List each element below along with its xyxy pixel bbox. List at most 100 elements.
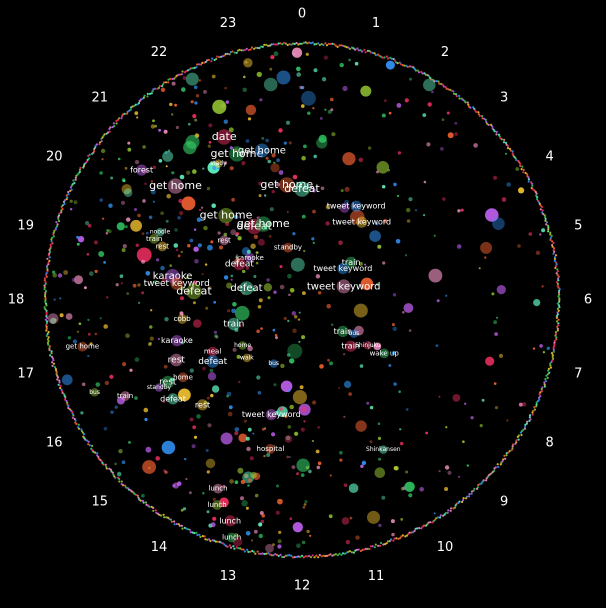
tweet-dot <box>433 512 436 515</box>
tweet-dot <box>121 460 126 465</box>
keyword-dot <box>212 500 223 510</box>
rim-dot <box>211 539 214 542</box>
rim-dot <box>203 535 206 538</box>
tweet-dot <box>327 358 330 362</box>
rim-dot <box>485 477 488 480</box>
rim-dot <box>447 509 450 512</box>
rim-dot <box>60 388 63 391</box>
rim-dot <box>146 95 149 98</box>
rim-dot <box>49 243 52 246</box>
rim-dot <box>71 416 74 419</box>
rim-dot <box>291 556 295 559</box>
tweet-dot <box>273 383 277 387</box>
tweet-dot <box>361 460 367 466</box>
tweet-dot <box>235 256 238 259</box>
rim-dot <box>557 295 560 298</box>
rim-dot <box>524 423 527 426</box>
rim-dot <box>112 122 115 125</box>
tweet-dot <box>116 396 125 405</box>
rim-dot <box>478 114 481 117</box>
tweet-dot <box>391 532 395 537</box>
rim-dot <box>547 230 550 233</box>
tweet-dot <box>348 483 359 494</box>
rim-dot <box>378 544 382 548</box>
tweet-dot <box>303 144 307 149</box>
hour-tick-label: 11 <box>368 569 385 584</box>
rim-dot <box>311 554 314 557</box>
rim-dot <box>502 458 505 461</box>
rim-dot <box>63 393 66 396</box>
tweet-dot <box>164 151 168 154</box>
rim-dot <box>546 376 549 379</box>
tweet-dot <box>106 229 110 232</box>
rim-dot <box>113 125 116 128</box>
tweet-dot <box>126 292 129 295</box>
rim-dot <box>239 547 242 550</box>
rim-dot <box>73 417 76 420</box>
rim-dot <box>297 43 300 46</box>
tweet-dot <box>191 444 196 449</box>
tweet-dot <box>276 158 280 162</box>
rim-dot <box>511 150 514 153</box>
rim-dot <box>77 426 80 429</box>
rim-dot <box>286 554 289 557</box>
keyword-dot <box>170 353 183 367</box>
tweet-dot <box>152 165 156 170</box>
keyword-dot <box>216 129 232 145</box>
hour-tick-label: 1 <box>372 16 380 31</box>
tweet-dot <box>358 157 364 163</box>
tweet-dot <box>277 498 283 505</box>
tweet-dot <box>267 296 271 300</box>
tweet-dots <box>47 47 550 553</box>
keyword-dot <box>336 279 351 294</box>
rim-dot <box>173 523 176 526</box>
rim-dot <box>101 136 104 139</box>
rim-dot <box>67 193 70 196</box>
keyword-dot <box>379 348 390 359</box>
rim-dot <box>540 205 544 208</box>
tweet-dot <box>203 400 208 405</box>
rim-dot <box>43 306 46 309</box>
tweet-dot <box>296 472 299 476</box>
rim-dot <box>95 143 99 146</box>
tweet-dot <box>135 243 139 247</box>
rim-dot <box>373 546 376 549</box>
rim-dot <box>527 180 530 183</box>
rim-dot <box>420 527 423 530</box>
tweet-dot <box>194 118 198 122</box>
tweet-dot <box>122 244 127 249</box>
rim-dot <box>371 545 374 548</box>
tweet-dot <box>50 317 57 324</box>
rim-dot <box>108 130 111 133</box>
rim-dot <box>117 117 121 120</box>
rim-dot <box>556 329 559 332</box>
rim-dot <box>359 49 362 52</box>
rim-dot <box>539 395 542 398</box>
keyword-label: standby <box>147 384 172 391</box>
tweet-dot <box>312 107 315 110</box>
tweet-dot <box>305 52 309 56</box>
rim-dot <box>71 183 74 186</box>
rim-dot <box>45 304 48 307</box>
rim-dot <box>242 548 245 551</box>
tweet-dot <box>484 256 487 259</box>
rim-dot <box>547 226 550 229</box>
rim-dot <box>88 153 91 156</box>
rim-dot <box>546 224 550 227</box>
rim-dot <box>504 141 508 144</box>
rim-dot <box>374 54 377 57</box>
tweet-dot <box>217 167 220 170</box>
keyword-label: get home <box>200 209 253 222</box>
tweet-dot <box>80 411 84 415</box>
tweet-dot <box>188 122 191 126</box>
tweet-dot <box>141 259 146 264</box>
tweet-dot <box>419 487 425 492</box>
tweet-dot <box>348 58 351 62</box>
rim-dot <box>458 94 461 97</box>
tweet-dot <box>366 401 370 405</box>
rim-dot <box>74 421 77 424</box>
rim-dot <box>240 49 243 52</box>
rim-dot <box>120 117 123 120</box>
tweet-dot <box>229 146 233 150</box>
